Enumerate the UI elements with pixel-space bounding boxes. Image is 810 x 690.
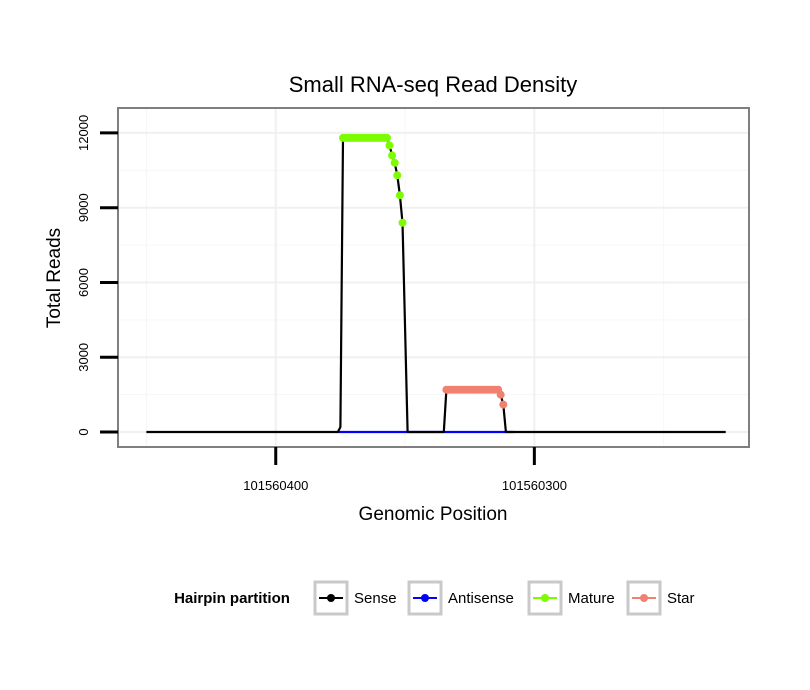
y-tick-label: 3000 [76, 343, 91, 372]
data-point-mature [390, 158, 399, 167]
x-axis-title: Genomic Position [359, 504, 508, 525]
legend-label-mature: Mature [568, 590, 615, 607]
legend: Hairpin partition Sense Antisense Mature St… [174, 580, 695, 616]
data-point-mature [393, 171, 402, 180]
y-tick-label: 12000 [76, 115, 91, 151]
legend-label-star: Star [667, 590, 695, 607]
legend-point-sense [327, 594, 335, 602]
y-tick-label: 6000 [76, 268, 91, 297]
data-point-star [496, 390, 505, 399]
legend-title: Hairpin partition [174, 590, 290, 607]
data-point-mature [398, 218, 407, 227]
series-points [339, 133, 508, 409]
data-point-mature [388, 151, 397, 160]
plot-panel [118, 108, 749, 447]
data-point-mature [383, 133, 391, 142]
y-axis: 0 3000 6000 9000 12000 [76, 115, 118, 436]
y-axis-title: Total Reads [44, 228, 65, 328]
chart-title: Small RNA-seq Read Density [289, 72, 578, 97]
y-tick-label: 9000 [76, 193, 91, 222]
grid [118, 108, 749, 447]
x-tick-label: 101560300 [502, 478, 567, 493]
data-point-mature [385, 141, 394, 150]
legend-label-antisense: Antisense [448, 590, 514, 607]
legend-point-antisense [421, 594, 429, 602]
data-point-mature [395, 191, 404, 200]
legend-point-star [640, 594, 648, 602]
x-tick-label: 101560400 [243, 478, 308, 493]
data-point-star [499, 400, 508, 409]
y-tick-label: 0 [76, 428, 91, 435]
legend-label-sense: Sense [354, 590, 397, 607]
plot-panel-border [117, 107, 750, 448]
legend-point-mature [541, 594, 549, 602]
x-axis: 101560400 101560300 [243, 447, 567, 493]
